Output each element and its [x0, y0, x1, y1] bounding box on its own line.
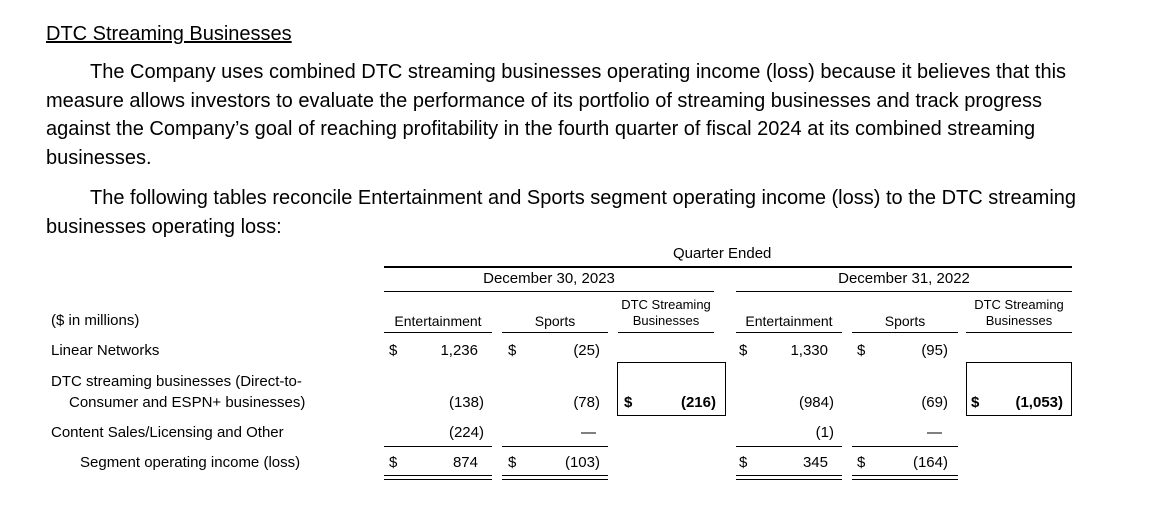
period-header: Quarter Ended	[673, 245, 772, 262]
row-label-dtc-line1: DTC streaming businesses (Direct-to-	[51, 373, 302, 390]
col-sports-2023: Sports	[534, 313, 576, 329]
intro-paragraph-text: The Company uses combined DTC streaming …	[46, 61, 1067, 169]
cell-dtc-ent-2022: (984)	[798, 394, 834, 411]
cell-content-sports-2023: —	[581, 424, 596, 441]
dollar-sign: $	[389, 342, 398, 359]
dollar-sign: $	[508, 342, 517, 359]
total-double-rule	[384, 475, 492, 480]
cell-segment-ent-2022: 345	[802, 454, 828, 471]
date-2023-header: December 30, 2023	[483, 270, 615, 287]
dollar-sign: $	[857, 342, 866, 359]
col-rule	[502, 332, 608, 333]
total-double-rule	[502, 475, 608, 480]
cell-dtc-sports-2022: (69)	[921, 394, 948, 411]
date-2023-rule	[384, 291, 714, 292]
dollar-sign: $	[508, 454, 517, 471]
header-rule	[384, 266, 1072, 268]
dtc-total-2022-box	[966, 362, 1072, 416]
cell-content-sports-2022: —	[927, 424, 942, 441]
col-rule	[384, 332, 492, 333]
cell-segment-sports-2023: (103)	[564, 454, 600, 471]
reconcile-paragraph: The following tables reconcile Entertain…	[46, 184, 1106, 241]
intro-paragraph: The Company uses combined DTC streaming …	[46, 58, 1106, 172]
date-2022-header: December 31, 2022	[838, 270, 970, 287]
dollar-sign: $	[739, 454, 748, 471]
subtotal-rule	[736, 446, 842, 447]
section-heading: DTC Streaming Businesses	[46, 23, 292, 45]
col-sports-2022: Sports	[884, 313, 926, 329]
col-rule	[736, 332, 842, 333]
cell-linear-sports-2023: (25)	[573, 342, 600, 359]
row-label-dtc-line2: Consumer and ESPN+ businesses)	[69, 394, 306, 411]
col-rule	[618, 332, 714, 333]
col-dtc-2023: DTC Streaming Businesses	[621, 297, 711, 328]
cell-dtc-ent-2023: (138)	[448, 394, 484, 411]
row-label-content: Content Sales/Licensing and Other	[51, 424, 284, 441]
dollar-sign: $	[389, 454, 398, 471]
col-rule	[966, 332, 1072, 333]
cell-linear-sports-2022: (95)	[921, 342, 948, 359]
reconcile-paragraph-text: The following tables reconcile Entertain…	[46, 187, 1077, 238]
total-double-rule	[736, 475, 842, 480]
cell-linear-ent-2023: 1,236	[440, 342, 478, 359]
date-2022-rule	[736, 291, 1072, 292]
units-label: ($ in millions)	[51, 312, 140, 329]
dollar-sign: $	[739, 342, 748, 359]
total-double-rule	[852, 475, 958, 480]
subtotal-rule	[384, 446, 492, 447]
cell-dtc-sports-2023: (78)	[573, 394, 600, 411]
dollar-sign: $	[971, 394, 980, 411]
cell-segment-ent-2023: 874	[452, 454, 478, 471]
cell-linear-ent-2022: 1,330	[790, 342, 828, 359]
dollar-sign: $	[624, 394, 633, 411]
col-rule	[852, 332, 958, 333]
dtc-total-2023-box	[617, 362, 726, 416]
dollar-sign: $	[857, 454, 866, 471]
col-entertainment-2022: Entertainment	[745, 313, 833, 329]
cell-content-ent-2022: (1)	[815, 424, 834, 441]
cell-dtc-total-2023: (216)	[680, 394, 716, 411]
col-dtc-2022: DTC Streaming Businesses	[974, 297, 1064, 328]
cell-dtc-total-2022: (1,053)	[1015, 394, 1063, 411]
row-label-linear: Linear Networks	[51, 342, 160, 359]
cell-content-ent-2023: (224)	[448, 424, 484, 441]
row-label-segment: Segment operating income (loss)	[80, 454, 301, 471]
cell-segment-sports-2022: (164)	[912, 454, 948, 471]
col-entertainment-2023: Entertainment	[394, 313, 482, 329]
subtotal-rule	[502, 446, 608, 447]
subtotal-rule	[852, 446, 958, 447]
